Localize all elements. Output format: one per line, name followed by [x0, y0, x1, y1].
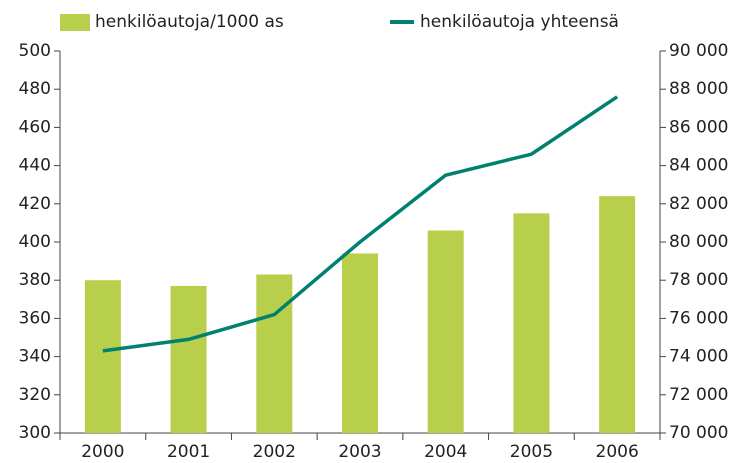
y2-tick-label: 80 000	[669, 232, 728, 252]
bar	[342, 253, 378, 433]
x-tick-label: 2001	[167, 442, 210, 462]
bar	[170, 285, 207, 433]
y2-tick-label: 88 000	[669, 79, 728, 99]
x-tick-label: 2004	[424, 442, 467, 462]
y-tick-label: 360	[19, 308, 51, 328]
y-tick-label: 440	[19, 156, 51, 176]
y2-tick-label: 90 000	[669, 41, 728, 61]
bar	[427, 230, 464, 433]
y2-tick-label: 82 000	[669, 194, 728, 214]
y2-tick-label: 86 000	[669, 117, 728, 137]
x-tick-label: 2006	[596, 442, 639, 462]
x-tick-label: 2005	[510, 442, 553, 462]
x-tick-label: 2000	[81, 442, 124, 462]
y2-tick-label: 72 000	[669, 385, 728, 405]
y-tick-label: 380	[19, 270, 51, 290]
bar	[513, 213, 550, 433]
y-tick-label: 480	[19, 79, 51, 99]
y2-tick-label: 78 000	[669, 270, 728, 290]
y-tick-label: 400	[19, 232, 51, 252]
legend-label: henkilöautoja yhteensä	[420, 12, 619, 32]
y-tick-label: 340	[19, 347, 51, 367]
line	[102, 95, 619, 353]
legend-label: henkilöautoja/1000 as	[95, 12, 284, 32]
y2-tick-label: 70 000	[669, 423, 728, 443]
y2-tick-label: 74 000	[669, 347, 728, 367]
x-tick-label: 2002	[253, 442, 296, 462]
y-tick-label: 300	[19, 423, 51, 443]
y-tick-label: 420	[19, 194, 51, 214]
y-tick-label: 320	[19, 385, 51, 405]
legend-swatch	[60, 14, 90, 31]
y2-tick-label: 84 000	[669, 156, 728, 176]
bar	[599, 196, 636, 433]
bar	[84, 280, 121, 433]
y-tick-label: 460	[19, 117, 51, 137]
bar	[256, 274, 293, 433]
y2-tick-label: 76 000	[669, 308, 728, 328]
x-tick-label: 2003	[338, 442, 381, 462]
y-tick-label: 500	[19, 41, 51, 61]
